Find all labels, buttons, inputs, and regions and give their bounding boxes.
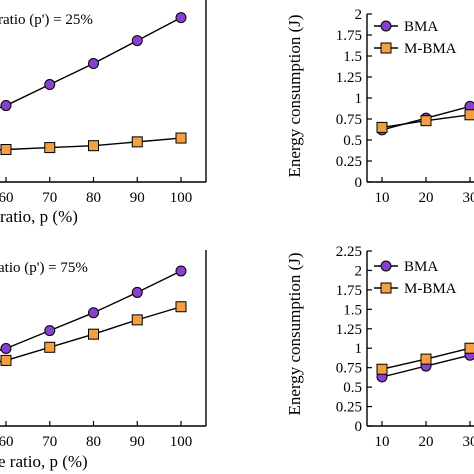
x-tick-label: 30 [463,190,474,206]
data-point-circle [44,325,56,337]
x-tick-label: 100 [170,434,193,450]
y-tick-label: 0.75 [336,112,362,128]
series-line [0,270,182,351]
y-axis-label-top-right: Energy consumption (J) [285,14,304,177]
y-tick-label: 1.25 [336,70,362,86]
y-tick-label: 2.25 [336,244,362,260]
y-tick-label: 2 [355,263,363,279]
data-point-square [464,342,474,354]
data-point-square [420,115,432,127]
x-tick-label: 90 [130,434,145,450]
legend-label: BMA [404,19,438,35]
y-tick-label: 1.75 [336,28,362,44]
x-tick-label: 80 [86,434,101,450]
data-point-circle [131,35,143,47]
data-point-circle [131,286,143,298]
y-tick-label: 0.5 [343,133,362,149]
series-line [0,137,182,151]
data-point-square [131,136,143,148]
series-line [0,306,182,363]
data-point-square [420,353,432,365]
y-tick-label: 1.5 [343,49,362,65]
annotation-top-left: ratio (p') = 25% [0,12,93,28]
data-point-circle [175,265,187,277]
data-point-square [131,314,143,326]
y-tick-label: 0.25 [336,154,362,170]
x-axis-label-bottom-left: e ratio, p (%) [0,452,88,471]
x-tick-label: 70 [42,434,57,450]
data-point-square [0,144,12,156]
legend-label: BMA [404,259,438,275]
y-tick-label: 2 [355,7,363,23]
y-tick-label: 1.25 [336,322,362,338]
x-tick-label: 30 [463,434,474,450]
series-line [0,17,182,109]
y-tick-label: 0.5 [343,380,362,396]
data-point-circle [44,79,56,91]
y-tick-label: 1.5 [343,302,362,318]
y-axis-label-bottom-right: Energy consumption (J) [285,252,304,415]
legend-marker-circle [380,260,392,272]
chart-bottom-right: Energy consumption (J) 10 20 30 0 0.25 0.5 0.7… [285,244,474,450]
data-point-circle [88,307,99,319]
x-tick-label: 10 [375,434,390,450]
x-tick-label: 80 [86,190,101,206]
x-tick-label: 20 [419,434,434,450]
x-tick-label: 70 [42,190,57,206]
data-point-square [175,132,187,144]
data-point-square [175,301,187,313]
x-tick-label: 60 [0,190,14,206]
x-tick-label: 100 [170,190,193,206]
annotation-bottom-left: atio (p') = 75% [0,260,88,276]
x-tick-label: 20 [419,190,434,206]
data-point-circle [88,58,99,70]
chart-top-left: ratio (p') = 25% ratio, p (%) 60 70 80 90 10… [0,0,207,226]
x-tick-label: 60 [0,434,14,450]
x-axis-label-top-left: ratio, p (%) [0,207,78,226]
x-tick-label: 90 [130,190,145,206]
y-tick-label: 1.75 [336,283,362,299]
data-point-square [44,142,56,154]
y-tick-label: 0.75 [336,361,362,377]
x-tick-label: 10 [375,190,390,206]
y-tick-label: 1 [355,341,363,357]
data-point-square [0,354,12,366]
data-point-square [44,341,56,353]
legend-label: M-BMA [404,281,457,297]
data-point-square [88,140,99,152]
data-point-circle [175,12,187,24]
data-point-square [376,363,388,375]
y-tick-label: 1 [355,91,363,107]
y-tick-label: 0.25 [336,400,362,416]
data-point-square [464,109,474,121]
legend-label: M-BMA [404,41,457,57]
data-point-square [376,121,388,133]
data-point-circle [0,342,12,354]
legend-marker-square [380,42,392,54]
data-point-square [88,328,99,340]
y-tick-label: 0 [355,419,363,435]
y-tick-label: 0 [355,175,363,191]
chart-bottom-left: atio (p') = 75% e ratio, p (%) 60 70 80 90 1… [0,250,207,471]
data-point-circle [0,100,12,112]
legend-marker-circle [380,20,392,32]
chart-top-right: Energy consumption (J) 10 20 30 0 0.25 0.5 0.7… [285,7,474,206]
legend-marker-square [380,282,392,294]
